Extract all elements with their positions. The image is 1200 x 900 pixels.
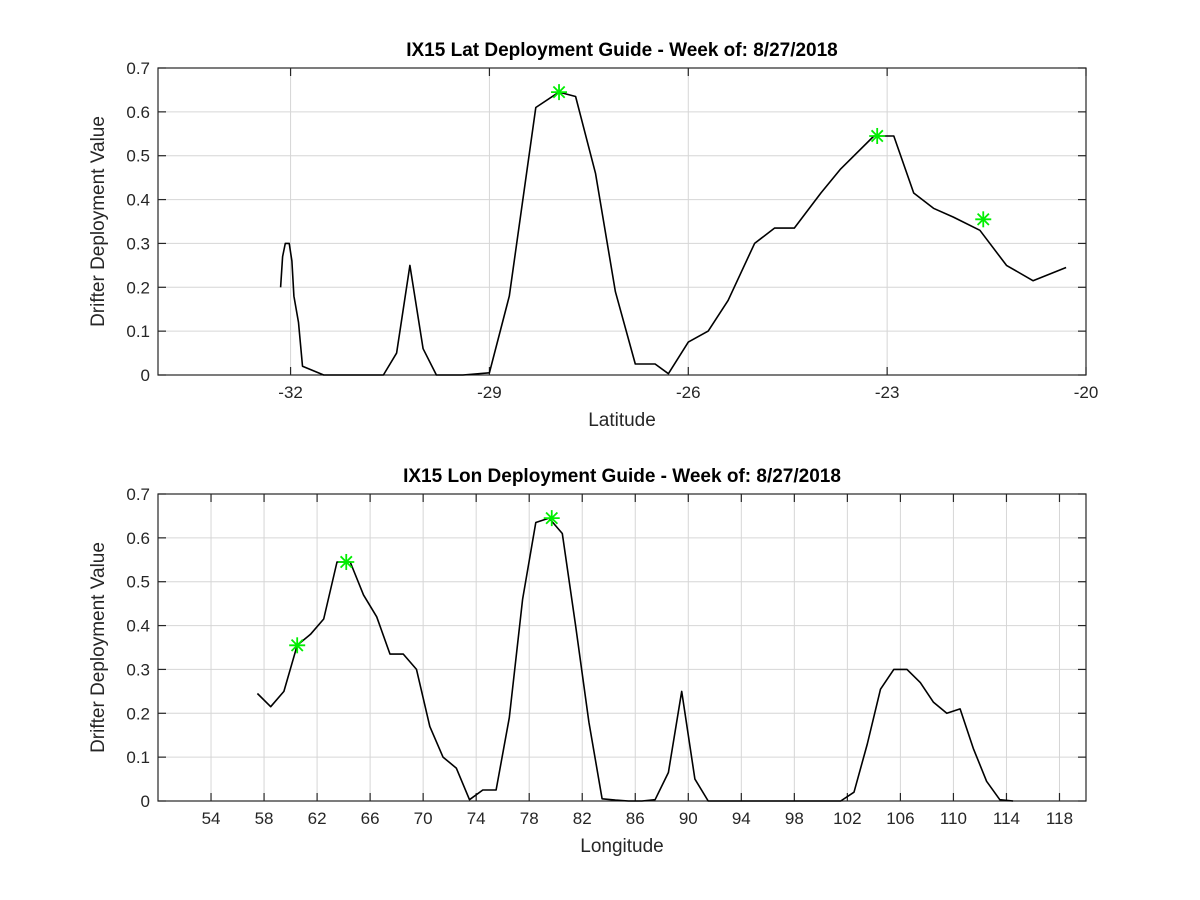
longitude-chart: 54 58 62 66 70 74 78 82 86 90 94 98 102 106 110 114 118 0…: [88, 466, 1087, 857]
y-tick-label: 0.1: [126, 748, 150, 767]
x-tick-label: 74: [467, 809, 486, 828]
marker-stroke: [870, 129, 884, 143]
x-tick-label: 118: [1046, 809, 1073, 828]
x-tick-label: 102: [833, 809, 861, 828]
y-tick-label: 0.7: [126, 59, 150, 78]
marker-stroke: [290, 639, 304, 652]
latitude-chart: -32 -29 -26 -23 -20 0 0.1 0.2 0.3 0.4 0.5 0.6 0.7 IX1…: [88, 40, 1098, 431]
deployment-value-line: [279, 91, 1067, 376]
x-tick-label: -26: [676, 383, 701, 402]
x-tick-label: 82: [573, 809, 592, 828]
x-tick-label: 98: [785, 809, 804, 828]
marker-stroke: [339, 555, 353, 569]
x-tick-label: 110: [940, 809, 967, 828]
y-tick-label: 0.5: [126, 147, 150, 166]
highlight-marker: [289, 637, 306, 654]
highlight-marker: [975, 211, 992, 228]
x-tick-label: 86: [626, 809, 645, 828]
y-tick-label: 0.4: [126, 617, 150, 636]
y-tick-label: 0.7: [126, 485, 150, 504]
y-tick-label: 0: [141, 366, 150, 385]
highlight-marker: [338, 553, 355, 570]
x-tick-label: 114: [993, 809, 1020, 828]
y-tick-label: 0.6: [126, 529, 150, 548]
y-tick-label: 0.5: [126, 573, 150, 592]
highlight-marker: [543, 510, 560, 527]
x-tick-label: -20: [1074, 383, 1099, 402]
y-tick-label: 0.2: [126, 278, 150, 297]
deployment-value-line: [256, 517, 1014, 802]
highlight-marker: [869, 127, 886, 144]
x-tick-label: 66: [361, 809, 380, 828]
x-tick-label: 62: [308, 809, 327, 828]
x-tick-label: -23: [875, 383, 900, 402]
x-tick-label: 90: [679, 809, 698, 828]
marker-stroke: [552, 85, 566, 99]
marker-stroke: [976, 213, 990, 226]
y-axis-label: Drifter Deployment Value: [88, 542, 109, 753]
y-tick-label: 0.3: [126, 660, 150, 679]
x-tick-label: 70: [414, 809, 433, 828]
x-tick-label: 78: [520, 809, 539, 828]
x-tick-label: -32: [278, 383, 303, 402]
x-tick-label: 58: [255, 809, 274, 828]
y-tick-label: 0.4: [126, 191, 150, 210]
marker-stroke: [545, 511, 559, 525]
highlight-marker: [551, 84, 568, 101]
y-tick-label: 0.3: [126, 234, 150, 253]
chart-title: IX15 Lat Deployment Guide - Week of: 8/2…: [406, 40, 838, 61]
chart-title: IX15 Lon Deployment Guide - Week of: 8/2…: [403, 466, 841, 487]
x-tick-label: 106: [886, 809, 914, 828]
axes-frame: [157, 67, 1087, 376]
x-tick-label: 54: [202, 809, 221, 828]
x-axis-label: Latitude: [588, 410, 656, 431]
y-tick-label: 0.1: [126, 322, 150, 341]
y-axis-label: Drifter Deployment Value: [88, 116, 109, 327]
x-tick-label: -29: [477, 383, 502, 402]
y-tick-label: 0: [141, 792, 150, 811]
y-tick-label: 0.2: [126, 704, 150, 723]
x-axis-label: Longitude: [580, 836, 663, 857]
x-tick-label: 94: [732, 809, 751, 828]
y-tick-label: 0.6: [126, 103, 150, 122]
